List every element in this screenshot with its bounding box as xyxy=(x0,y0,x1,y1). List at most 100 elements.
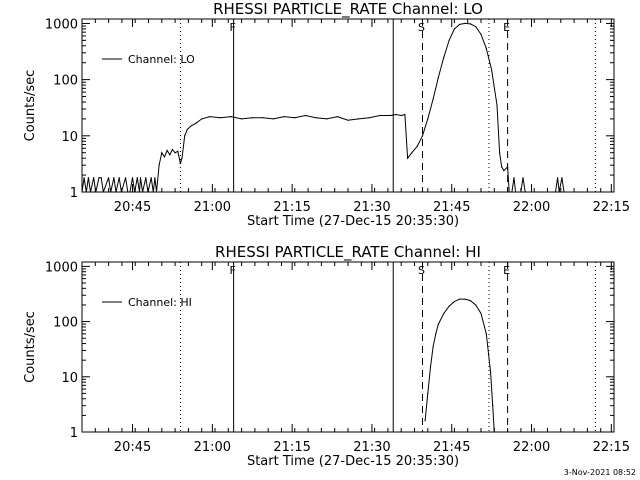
data-point xyxy=(179,163,181,165)
data-point xyxy=(464,22,466,24)
y-tick-label: 1000 xyxy=(45,17,78,32)
data-point xyxy=(131,177,134,179)
data-point xyxy=(492,405,494,407)
plot-frame xyxy=(81,18,615,193)
x-tick-label: 21:00 xyxy=(194,200,231,215)
x-tick-label: 22:15 xyxy=(593,440,630,455)
data-point xyxy=(453,301,455,303)
data-point xyxy=(469,23,471,25)
data-point xyxy=(326,118,328,120)
data-point xyxy=(161,152,163,154)
data-point xyxy=(513,177,515,179)
data-point xyxy=(443,56,445,58)
data-point xyxy=(177,150,179,152)
data-point xyxy=(411,152,413,154)
data-point xyxy=(427,118,429,120)
data-point xyxy=(142,191,144,193)
data-point xyxy=(129,191,131,193)
data-point xyxy=(491,69,493,71)
data-point xyxy=(294,117,296,119)
data-point xyxy=(501,166,503,168)
x-tick-label: 20:45 xyxy=(114,440,151,455)
x-tick-label: 21:15 xyxy=(273,440,310,455)
x-axis-label: Start Time (27-Dec-15 20:35:30) xyxy=(247,214,459,229)
data-point xyxy=(166,149,168,151)
data-point xyxy=(155,191,158,193)
data-point xyxy=(171,148,173,151)
series-line xyxy=(81,22,577,193)
data-point xyxy=(475,304,477,306)
x-tick-label: 22:00 xyxy=(513,200,550,215)
x-tick-label: 21:00 xyxy=(194,440,231,455)
event-marker-label: E xyxy=(503,21,510,34)
x-tick-label: 21:30 xyxy=(353,200,390,215)
data-point xyxy=(283,116,285,118)
x-tick-label: 21:45 xyxy=(433,200,470,215)
data-point xyxy=(95,191,97,193)
event-marker-label: F xyxy=(229,264,235,277)
y-tick-label: 1 xyxy=(70,186,78,201)
data-point xyxy=(503,170,505,172)
data-point xyxy=(145,177,147,179)
data-point xyxy=(557,177,559,179)
data-point xyxy=(453,28,455,30)
data-point xyxy=(120,191,122,193)
data-point xyxy=(437,76,439,78)
data-point xyxy=(493,431,495,433)
data-point xyxy=(432,98,434,100)
data-point xyxy=(520,191,522,193)
data-point xyxy=(511,191,513,193)
data-point xyxy=(138,191,141,193)
data-point xyxy=(108,177,110,179)
y-tick-label: 1 xyxy=(70,426,78,441)
data-point xyxy=(390,114,392,117)
x-tick-label: 22:15 xyxy=(593,200,630,215)
legend-entry: Channel: LO xyxy=(128,53,195,66)
data-point xyxy=(561,177,563,179)
data-point xyxy=(395,113,397,116)
event-marker-label: S xyxy=(418,264,425,277)
data-point xyxy=(81,191,83,193)
event-marker-label: S xyxy=(418,21,425,34)
data-point xyxy=(424,420,426,422)
data-point xyxy=(184,135,186,137)
data-point xyxy=(347,119,349,121)
data-point xyxy=(174,152,176,154)
data-point xyxy=(87,177,89,179)
data-point xyxy=(558,191,560,193)
data-point xyxy=(485,47,487,50)
data-point xyxy=(152,191,154,193)
data-point xyxy=(134,191,136,193)
data-point xyxy=(427,392,429,394)
data-point xyxy=(443,312,445,315)
data-point xyxy=(336,116,338,118)
y-tick-label: 100 xyxy=(53,316,78,331)
data-point xyxy=(429,366,432,368)
data-point xyxy=(147,191,149,193)
data-point xyxy=(554,191,557,193)
data-point xyxy=(576,191,578,193)
x-tick-label: 20:45 xyxy=(114,200,151,215)
x-tick-label: 21:45 xyxy=(433,440,470,455)
data-point xyxy=(459,23,461,25)
data-point xyxy=(499,152,501,154)
x-tick-label: 21:30 xyxy=(353,440,390,455)
data-point xyxy=(139,177,142,179)
data-point xyxy=(563,191,565,193)
data-point xyxy=(432,346,434,348)
chart-title: RHESSI PARTICLE_RATE Channel: HI xyxy=(215,243,481,262)
data-point xyxy=(83,177,85,179)
data-point xyxy=(230,116,232,118)
data-point xyxy=(93,177,95,179)
data-point xyxy=(181,157,183,159)
data-point xyxy=(404,113,406,116)
series-line xyxy=(424,298,495,433)
data-point xyxy=(195,122,197,124)
data-point xyxy=(448,39,450,42)
data-point xyxy=(507,166,509,168)
data-point xyxy=(115,191,117,193)
data-point xyxy=(89,191,92,193)
panel-lo: RHESSI PARTICLE_RATE Channel: LO 1 10 100 10… xyxy=(23,0,630,229)
data-point xyxy=(480,312,482,315)
